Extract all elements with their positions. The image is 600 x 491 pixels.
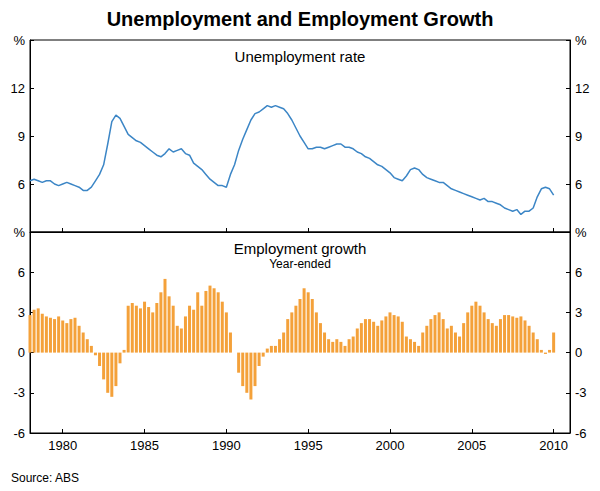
svg-text:1985: 1985: [130, 438, 159, 453]
svg-text:-6: -6: [575, 426, 587, 441]
svg-text:12: 12: [11, 81, 25, 96]
svg-text:Source: ABS: Source: ABS: [11, 471, 79, 485]
svg-text:%: %: [13, 33, 25, 48]
svg-text:12: 12: [575, 81, 589, 96]
svg-text:9: 9: [18, 129, 25, 144]
svg-text:Year-ended: Year-ended: [269, 257, 331, 271]
svg-text:%: %: [13, 225, 25, 240]
svg-text:-3: -3: [575, 385, 587, 400]
svg-text:6: 6: [575, 177, 582, 192]
svg-text:1990: 1990: [212, 438, 241, 453]
svg-text:%: %: [575, 33, 587, 48]
svg-text:-6: -6: [13, 426, 25, 441]
svg-text:3: 3: [18, 305, 25, 320]
svg-text:1980: 1980: [48, 438, 77, 453]
svg-text:3: 3: [575, 305, 582, 320]
svg-text:2005: 2005: [457, 438, 486, 453]
svg-text:9: 9: [575, 129, 582, 144]
svg-text:-3: -3: [13, 385, 25, 400]
svg-text:Unemployment rate: Unemployment rate: [235, 48, 366, 65]
svg-text:6: 6: [575, 265, 582, 280]
svg-text:1995: 1995: [294, 438, 323, 453]
svg-text:%: %: [575, 225, 587, 240]
svg-text:0: 0: [575, 345, 582, 360]
svg-text:Unemployment and Employment Gr: Unemployment and Employment Growth: [107, 8, 494, 30]
svg-text:2010: 2010: [539, 438, 568, 453]
svg-text:Employment growth: Employment growth: [234, 240, 367, 257]
svg-text:6: 6: [18, 265, 25, 280]
svg-text:0: 0: [18, 345, 25, 360]
svg-text:6: 6: [18, 177, 25, 192]
svg-text:2000: 2000: [376, 438, 405, 453]
